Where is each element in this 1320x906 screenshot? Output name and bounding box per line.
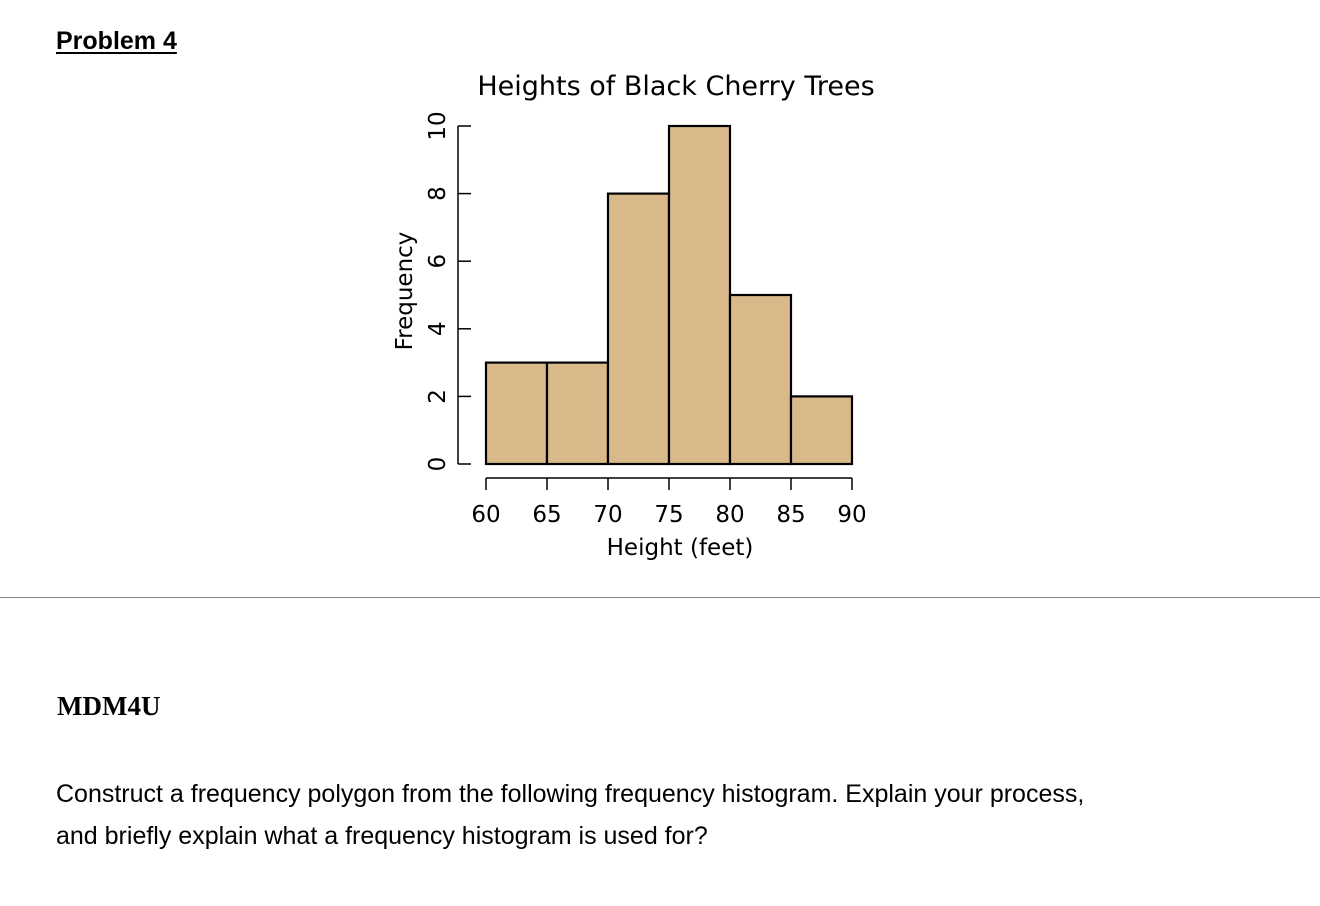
y-tick-label: 2	[425, 389, 451, 404]
histogram-bars	[484, 124, 854, 466]
course-code: MDM4U	[57, 691, 161, 721]
y-tick-label: 10	[425, 111, 451, 140]
y-tick-label: 6	[425, 254, 451, 269]
y-tick-label: 8	[425, 186, 451, 201]
problem-heading: Problem 4	[56, 27, 177, 55]
x-tick-label: 60	[471, 502, 500, 528]
y-tick-label: 0	[425, 457, 451, 472]
histogram-bar	[545, 361, 610, 466]
y-axis: 0 2 4 6 8 10	[425, 111, 471, 471]
histogram-chart: Heights of Black Cherry Trees 0 2 4 6 8 10 60…	[392, 71, 875, 561]
x-tick-label: 80	[715, 502, 744, 528]
x-tick-label: 90	[837, 502, 866, 528]
x-tick-label: 75	[654, 502, 683, 528]
x-tick-label: 85	[776, 502, 805, 528]
chart-title: Heights of Black Cherry Trees	[477, 71, 874, 102]
histogram-bar	[484, 361, 549, 466]
x-axis: 60 65 70 75 80 85 90	[471, 477, 867, 528]
histogram-bar	[789, 395, 854, 466]
x-tick-label: 70	[593, 502, 622, 528]
y-tick-label: 4	[425, 321, 451, 336]
histogram-bar	[667, 124, 732, 466]
question-text: Construct a frequency polygon from the f…	[56, 773, 1256, 857]
question-line-2: and briefly explain what a frequency his…	[56, 822, 708, 850]
question-line-1: Construct a frequency polygon from the f…	[56, 780, 1085, 808]
y-axis-label: Frequency	[392, 232, 418, 351]
histogram-bar	[606, 192, 671, 466]
x-axis-label: Height (feet)	[607, 535, 754, 561]
x-tick-label: 65	[532, 502, 561, 528]
page-divider	[0, 597, 1320, 598]
histogram-bar	[728, 293, 793, 466]
